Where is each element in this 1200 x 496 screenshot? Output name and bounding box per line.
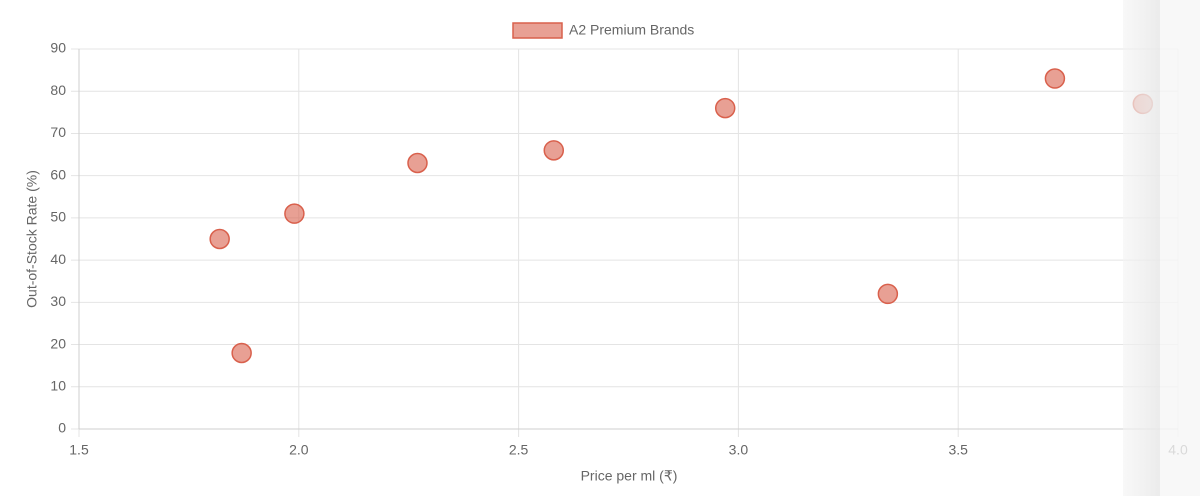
scroll-track <box>1160 0 1200 496</box>
point <box>209 228 230 250</box>
point <box>231 342 252 364</box>
x-tick-label: 1.5 <box>69 442 89 458</box>
x-tick-label: 3.5 <box>948 442 968 458</box>
x-tick-label: 2.5 <box>509 442 529 458</box>
y-tick-label: 50 <box>50 209 66 225</box>
y-tick-label: 30 <box>50 293 66 309</box>
point <box>714 97 736 119</box>
y-tick-label: 40 <box>50 251 66 267</box>
point <box>407 152 428 174</box>
point <box>284 203 305 224</box>
x-axis-label: Price per ml (₹) <box>581 468 678 484</box>
y-tick-label: 20 <box>50 335 66 351</box>
y-tick-label: 90 <box>50 40 66 56</box>
x-tick-label: 3.0 <box>729 442 749 458</box>
point <box>1044 68 1066 89</box>
y-tick-label: 80 <box>50 82 66 98</box>
y-tick-label: 10 <box>50 377 66 393</box>
scroll-shadow <box>1123 0 1160 496</box>
x-tick-label: 2.0 <box>289 442 309 458</box>
point <box>877 283 899 305</box>
point <box>543 140 565 161</box>
legend-label: A2 Premium Brands <box>569 22 694 38</box>
y-axis-label: Out-of-Stock Rate (%) <box>24 170 40 308</box>
y-tick-label: 60 <box>50 166 66 182</box>
y-tick-label: 0 <box>58 420 66 436</box>
legend-swatch <box>512 22 563 39</box>
y-tick-label: 70 <box>50 124 66 140</box>
